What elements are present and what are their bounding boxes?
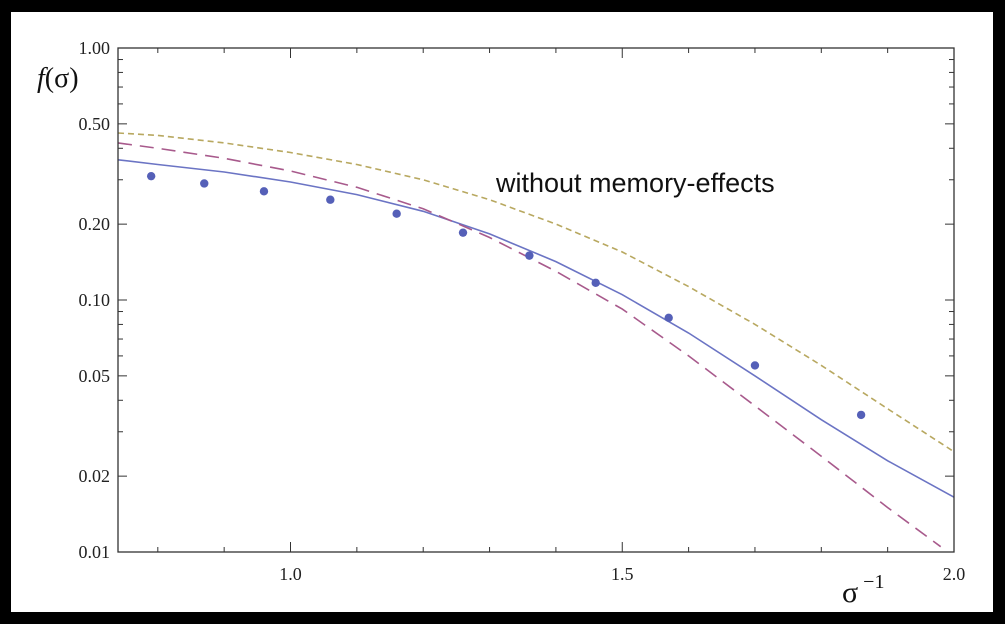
data-point bbox=[591, 278, 600, 288]
y-tick-label: 0.05 bbox=[79, 366, 111, 386]
y-tick-label: 0.02 bbox=[79, 466, 111, 486]
x-tick-label: 2.0 bbox=[943, 564, 966, 584]
curve-solid bbox=[117, 159, 955, 498]
curve-long-dashed bbox=[117, 142, 942, 548]
data-point bbox=[856, 410, 866, 420]
tick-label-layer: 1.00 0.50 0.20 0.10 0.05 0.02 0.01 1.0 1.5 2.0 bbox=[79, 38, 966, 584]
point-layer bbox=[146, 171, 866, 420]
tick-layer bbox=[118, 48, 955, 553]
y-axis-arg: (σ) bbox=[45, 63, 79, 94]
data-point bbox=[664, 313, 673, 322]
data-point bbox=[259, 187, 269, 196]
y-tick-label: 0.10 bbox=[79, 290, 111, 310]
x-axis-title: σ −1 bbox=[842, 571, 884, 609]
x-tick-label: 1.5 bbox=[611, 564, 634, 584]
data-point bbox=[392, 209, 401, 218]
x-axis-exponent: −1 bbox=[863, 571, 884, 593]
annotation-text: without memory-effects bbox=[495, 168, 775, 198]
data-point bbox=[200, 179, 209, 188]
x-tick-label: 1.0 bbox=[279, 564, 302, 584]
data-point bbox=[750, 361, 760, 370]
curve-layer bbox=[117, 132, 955, 548]
data-point bbox=[146, 171, 156, 181]
y-axis-func: f bbox=[37, 63, 48, 94]
y-axis-title: f(σ) bbox=[37, 63, 79, 94]
y-tick-label: 1.00 bbox=[79, 38, 111, 58]
curve-short-dashed bbox=[117, 132, 955, 453]
data-point bbox=[326, 195, 335, 204]
plot-frame bbox=[117, 47, 955, 553]
x-axis-symbol: σ bbox=[842, 576, 858, 609]
chart-panel: 1.00 0.50 0.20 0.10 0.05 0.02 0.01 1.0 1.5 2.0 f(… bbox=[11, 12, 993, 612]
y-tick-label: 0.01 bbox=[79, 542, 111, 562]
y-tick-label: 0.20 bbox=[79, 214, 111, 234]
chart-svg: 1.00 0.50 0.20 0.10 0.05 0.02 0.01 1.0 1.5 2.0 f(… bbox=[37, 38, 966, 609]
data-point bbox=[458, 228, 468, 237]
y-tick-label: 0.50 bbox=[79, 114, 111, 134]
data-point bbox=[525, 251, 534, 260]
